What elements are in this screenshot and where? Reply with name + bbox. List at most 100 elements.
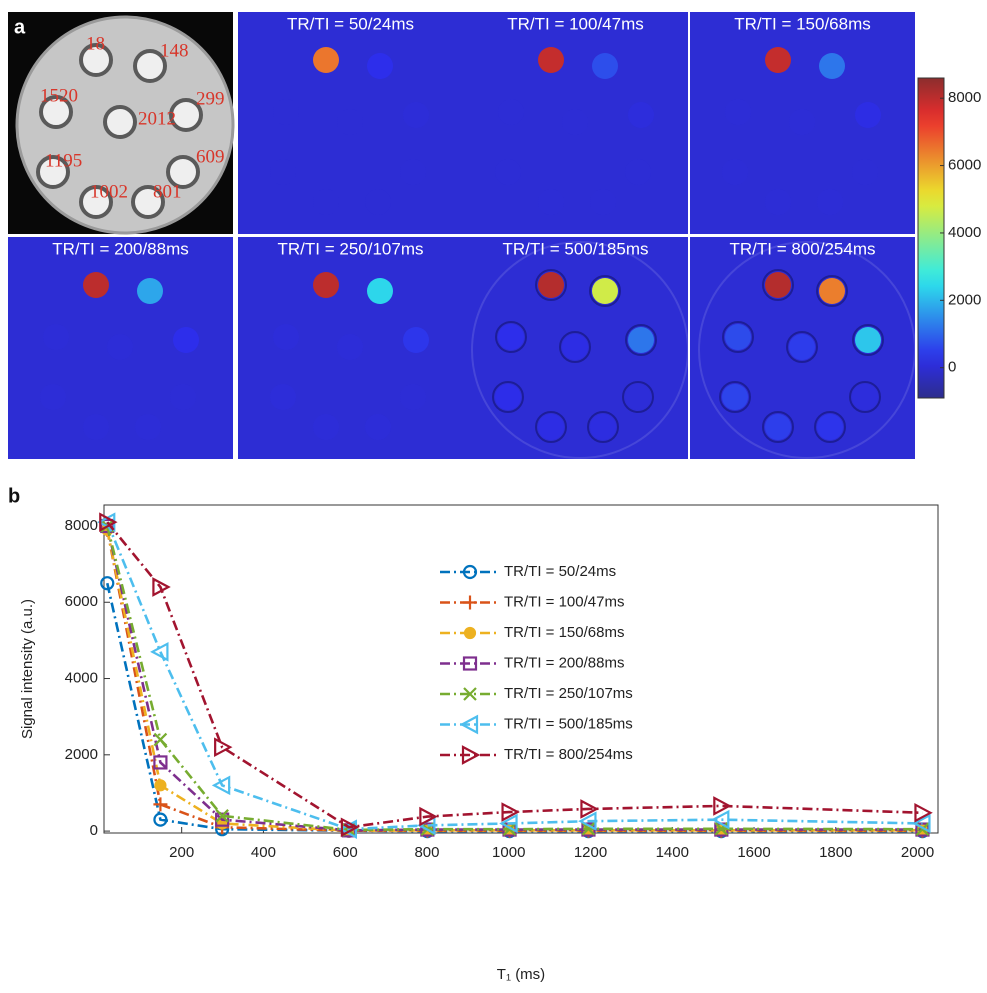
tube-signal (170, 384, 196, 410)
tube-outline (786, 331, 818, 363)
marker (578, 811, 597, 832)
phantom-tube (169, 98, 203, 132)
series-line (106, 582, 923, 833)
tube-signal (817, 189, 843, 215)
tube-outline (849, 381, 881, 413)
tube-signal (562, 334, 588, 360)
phantom-label: 299 (196, 88, 225, 109)
y-tick-label: 0 (90, 822, 98, 839)
phantom-label: 148 (160, 40, 189, 61)
phantom-tube (36, 155, 70, 189)
tube-signal (852, 384, 878, 410)
x-tick-label: 1400 (656, 844, 689, 861)
plot-frame (103, 504, 939, 834)
tube-signal (625, 384, 651, 410)
image-title: TR/TI = 200/88ms (52, 239, 189, 258)
x-tick-label: 1200 (574, 844, 607, 861)
legend-label: TR/TI = 250/107ms (504, 685, 633, 702)
phantom-label: 1002 (90, 181, 128, 202)
marker (150, 642, 169, 662)
tube-signal (313, 189, 339, 215)
tube-signal (817, 414, 843, 440)
tube-outline (492, 381, 524, 413)
colorbar-tick-label: 6000 (948, 157, 981, 174)
tube-signal (313, 47, 339, 73)
image-title: TR/TI = 50/24ms (287, 14, 414, 33)
marker (100, 576, 115, 591)
y-axis-label: Signal intensity (a.u.) (19, 599, 36, 739)
legend-label: TR/TI = 200/88ms (504, 654, 624, 671)
legend-marker (463, 595, 477, 610)
colorbar-tick-label: 0 (948, 359, 956, 376)
tube-signal (337, 334, 363, 360)
tube-signal (43, 324, 69, 350)
tube-outline (535, 269, 567, 301)
marker (912, 813, 931, 834)
tube-signal (590, 189, 616, 215)
tube-outline (762, 411, 794, 443)
tube-outline (589, 275, 621, 307)
tube-signal (403, 102, 429, 128)
image-title: TR/TI = 100/47ms (507, 14, 644, 33)
tube-signal (270, 159, 296, 185)
phantom-outline (698, 241, 916, 459)
marker (713, 796, 732, 816)
tube-signal (273, 99, 299, 125)
tube-signal (400, 159, 426, 185)
phantom-outline (471, 241, 689, 459)
tube-signal (83, 414, 109, 440)
x-tick-label: 1000 (492, 844, 525, 861)
colorbar (917, 77, 945, 399)
x-tick-label: 1600 (737, 844, 770, 861)
legend-label: TR/TI = 150/68ms (504, 624, 624, 641)
image-title: TR/TI = 250/107ms (278, 239, 424, 258)
tube-signal (819, 278, 845, 304)
tube-signal (173, 327, 199, 353)
phantom-tube (79, 43, 113, 77)
colorbar-tick-label: 4000 (948, 224, 981, 241)
tube-signal (498, 324, 524, 350)
tube-signal (765, 414, 791, 440)
colorbar-tick-label: 2000 (948, 291, 981, 308)
marker (153, 755, 168, 770)
tube-outline (852, 324, 884, 356)
tube-outline (587, 411, 619, 443)
legend-marker (463, 626, 477, 640)
image-title: TR/TI = 500/185ms (503, 239, 649, 258)
tube-outline (719, 381, 751, 413)
tube-signal (367, 278, 393, 304)
tube-signal (107, 334, 133, 360)
tube-signal (819, 53, 845, 79)
tube-signal (137, 278, 163, 304)
marker (214, 737, 233, 758)
tube-signal (538, 47, 564, 73)
tube-signal (725, 324, 751, 350)
marker (501, 802, 520, 822)
tube-signal (273, 324, 299, 350)
legend-marker (463, 687, 477, 701)
tube-signal (270, 384, 296, 410)
marker (153, 797, 168, 812)
tube-signal (495, 159, 521, 185)
tube-signal (628, 327, 654, 353)
marker (581, 822, 596, 836)
image-title: TR/TI = 800/254ms (730, 239, 876, 258)
tube-signal (789, 109, 815, 135)
tube-signal (789, 334, 815, 360)
legend-label: TR/TI = 50/24ms (504, 563, 616, 580)
x-tick-label: 800 (414, 844, 439, 861)
tube-signal (538, 272, 564, 298)
marker (580, 799, 599, 819)
tube-outline (559, 331, 591, 363)
legend-marker (459, 714, 479, 735)
marker (153, 812, 168, 827)
tube-signal (337, 109, 363, 135)
tube-outline (814, 411, 846, 443)
tube-signal (628, 102, 654, 128)
tube-outline (722, 321, 754, 353)
marker (499, 813, 518, 834)
colorbar-tick-label: 8000 (948, 89, 981, 106)
marker (419, 806, 438, 827)
series-line (106, 521, 923, 831)
